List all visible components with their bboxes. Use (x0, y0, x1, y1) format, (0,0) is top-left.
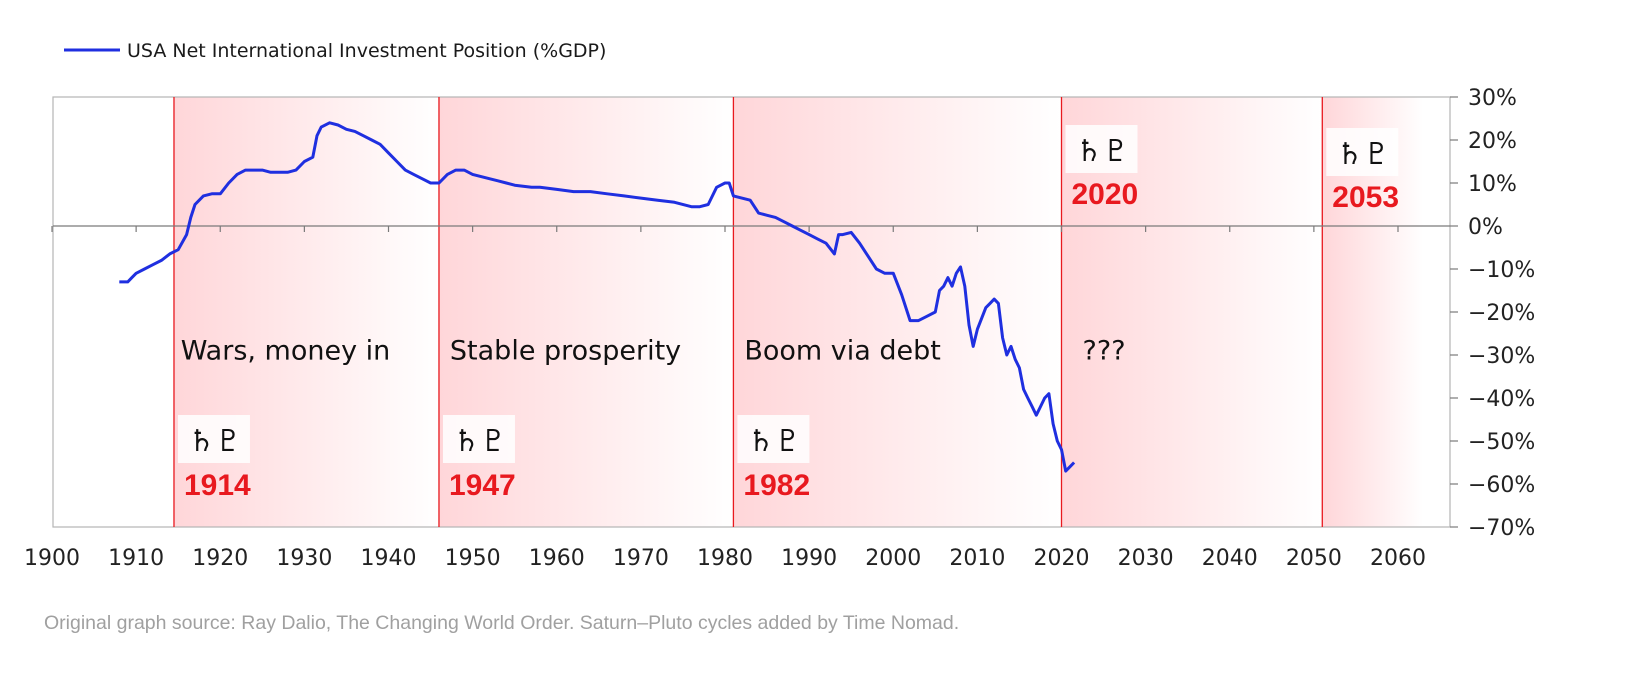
cycle-glyph-box-1982 (737, 415, 810, 463)
x-tick-label-1990: 1990 (781, 546, 837, 571)
era-labels: Wars, money in Stable prosperity Boom via … (181, 336, 1126, 367)
saturn-pluto-icon-2053: ♄♇ (1336, 137, 1390, 172)
era-label-2: Stable prosperity (450, 336, 681, 367)
x-tick-label-1980: 1980 (697, 546, 753, 571)
y-axis-labels: 30% 20% 10% 0% −10% −20% −30% −40% −50% −60% −70% (1468, 86, 1535, 541)
cycle-badges: ♄♇ 1914 ♄♇ 1947 ♄♇ 1982 ♄♇ 2020 ♄♇ 2053 (177, 125, 1399, 502)
x-tick-label-1940: 1940 (361, 546, 417, 571)
x-tick-label-1900: 1900 (24, 546, 80, 571)
y-tick-label--30: −30% (1468, 344, 1535, 369)
x-tick-label-2010: 2010 (949, 546, 1005, 571)
cycle-year-2020: 2020 (1072, 178, 1139, 211)
era-label-3: Boom via debt (744, 336, 941, 367)
cycle-year-1947: 1947 (449, 469, 516, 502)
x-tick-label-2020: 2020 (1034, 546, 1090, 571)
legend: USA Net International Investment Positio… (64, 40, 606, 62)
cycle-glyph-box-1914 (177, 415, 250, 463)
cycle-glyph-box-2020 (1065, 125, 1138, 173)
y-tick-label--60: −60% (1468, 473, 1535, 498)
cycle-year-1982: 1982 (743, 469, 810, 502)
saturn-pluto-icon-1914: ♄♇ (188, 424, 242, 459)
x-tick-label-1910: 1910 (108, 546, 164, 571)
source-note: Original graph source: Ray Dalio, The Ch… (44, 612, 960, 634)
y-tick-label--40: −40% (1468, 387, 1535, 412)
x-tick-label-1930: 1930 (276, 546, 332, 571)
series-line (119, 121, 1076, 473)
x-tick-label-2000: 2000 (865, 546, 921, 571)
y-tick-label-10: 10% (1468, 172, 1517, 197)
legend-label: USA Net International Investment Positio… (127, 40, 606, 62)
x-tick-label-2050: 2050 (1286, 546, 1342, 571)
cycle-glyph-box-1947 (442, 415, 515, 463)
cycle-shades (173, 97, 1424, 527)
axis-ticks (51, 96, 1458, 528)
x-tick-label-1950: 1950 (445, 546, 501, 571)
x-tick-label-1970: 1970 (613, 546, 669, 571)
cycle-glyph-box-2053 (1326, 128, 1399, 176)
y-tick-label--70: −70% (1468, 516, 1535, 541)
y-tick-label--50: −50% (1468, 430, 1535, 455)
era-label-1: Wars, money in (181, 336, 391, 367)
x-tick-label-2060: 2060 (1370, 546, 1426, 571)
cycle-year-1914: 1914 (184, 469, 251, 502)
x-tick-label-1920: 1920 (192, 546, 248, 571)
saturn-pluto-icon-1982: ♄♇ (747, 424, 801, 459)
x-tick-label-2030: 2030 (1118, 546, 1174, 571)
saturn-pluto-icon-1947: ♄♇ (453, 424, 507, 459)
y-tick-label-20: 20% (1468, 129, 1517, 154)
y-tick-label--10: −10% (1468, 258, 1535, 283)
y-tick-label--20: −20% (1468, 301, 1535, 326)
y-tick-label-0: 0% (1468, 215, 1503, 240)
y-tick-label-30: 30% (1468, 86, 1517, 111)
x-tick-label-1960: 1960 (529, 546, 585, 571)
x-axis-labels: 1900 1910 1920 1930 1940 1950 1960 1970 1980 1990… (24, 546, 1426, 571)
cycle-year-2053: 2053 (1332, 181, 1399, 214)
era-label-4: ??? (1083, 336, 1126, 367)
x-tick-label-2040: 2040 (1202, 546, 1258, 571)
saturn-pluto-icon-2020: ♄♇ (1076, 134, 1130, 169)
